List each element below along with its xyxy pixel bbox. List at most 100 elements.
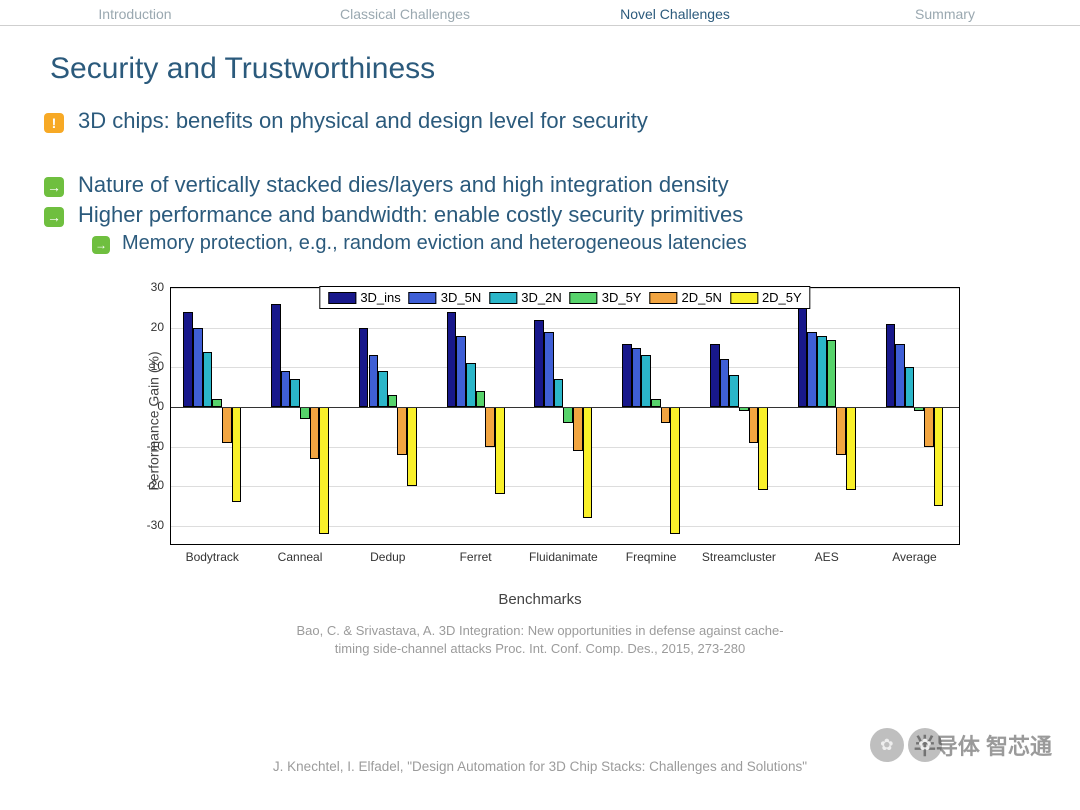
bullet-text: Nature of vertically stacked dies/layers…	[78, 172, 729, 198]
y-tick-label: 30	[134, 280, 164, 294]
bar	[281, 371, 291, 407]
legend-swatch	[570, 292, 598, 304]
arrow-icon	[44, 177, 64, 197]
legend-item: 3D_5Y	[570, 290, 642, 305]
bar	[817, 336, 827, 407]
bar	[388, 395, 398, 407]
bar	[622, 344, 632, 408]
bar	[212, 399, 222, 407]
bar	[495, 407, 505, 494]
bar	[447, 312, 457, 407]
chart-container: Performance Gain (%) 3D_ins3D_5N3D_2N3D_…	[100, 281, 980, 657]
x-tick-label: Average	[892, 550, 936, 564]
bar	[534, 320, 544, 407]
bar	[798, 308, 808, 407]
bar	[544, 332, 554, 407]
x-tick-label: Streamcluster	[702, 550, 776, 564]
bar	[290, 379, 300, 407]
y-tick-label: 0	[134, 399, 164, 413]
wechat-icon: ✿	[870, 728, 904, 762]
bar	[905, 367, 915, 407]
bullet-item: Nature of vertically stacked dies/layers…	[44, 172, 1036, 198]
bar	[319, 407, 329, 534]
bar	[827, 340, 837, 407]
bar	[554, 379, 564, 407]
chart-citation: Bao, C. & Srivastava, A. 3D Integration:…	[100, 622, 980, 657]
bar	[807, 332, 817, 407]
x-tick-label: Dedup	[370, 550, 405, 564]
bar	[232, 407, 242, 502]
bar	[670, 407, 680, 534]
bullet-item: Higher performance and bandwidth: enable…	[44, 202, 1036, 228]
legend-swatch	[730, 292, 758, 304]
plot-area: 3D_ins3D_5N3D_2N3D_5Y2D_5N2D_5Y Bodytrac…	[170, 287, 960, 545]
bullet-text: Memory protection, e.g., random eviction…	[122, 232, 747, 255]
nav-tab[interactable]: Novel Challenges	[540, 6, 810, 22]
bar	[563, 407, 573, 423]
legend-item: 2D_5N	[649, 290, 721, 305]
bar	[651, 399, 661, 407]
bar	[729, 375, 739, 407]
legend-label: 3D_2N	[521, 290, 561, 305]
legend-item: 3D_2N	[489, 290, 561, 305]
bar	[641, 355, 651, 407]
performance-chart: Performance Gain (%) 3D_ins3D_5N3D_2N3D_…	[110, 281, 970, 561]
bar	[583, 407, 593, 518]
arrow-icon	[92, 236, 110, 254]
x-tick-label: Bodytrack	[186, 550, 239, 564]
bar	[934, 407, 944, 506]
slide-body: Security and Trustworthiness 3D chips: b…	[0, 26, 1080, 657]
bar	[846, 407, 856, 490]
arrow-icon	[44, 207, 64, 227]
bar	[310, 407, 320, 459]
bar	[886, 324, 896, 407]
legend-label: 2D_5Y	[762, 290, 802, 305]
bar	[183, 312, 193, 407]
bar	[193, 328, 203, 407]
legend-label: 3D_5N	[441, 290, 481, 305]
bar	[661, 407, 671, 423]
y-tick-label: -10	[134, 439, 164, 453]
bar	[895, 344, 905, 408]
nav-tab[interactable]: Classical Challenges	[270, 6, 540, 22]
bar	[369, 355, 379, 407]
bar	[397, 407, 407, 455]
legend-swatch	[649, 292, 677, 304]
bullet-list: 3D chips: benefits on physical and desig…	[44, 108, 1036, 255]
citation-line: timing side-channel attacks Proc. Int. C…	[335, 641, 745, 656]
bar	[836, 407, 846, 455]
x-tick-label: AES	[815, 550, 839, 564]
legend-swatch	[409, 292, 437, 304]
wechat-icon: ✿	[908, 728, 942, 762]
x-tick-label: Freqmine	[626, 550, 677, 564]
bar	[359, 328, 369, 407]
bar	[632, 348, 642, 408]
y-tick-label: 10	[134, 359, 164, 373]
bullet-text: Higher performance and bandwidth: enable…	[78, 202, 743, 228]
chart-legend: 3D_ins 3D_5N 3D_2N 3D_5Y 2D_5N 2D_5Y	[319, 286, 810, 309]
bar	[466, 363, 476, 407]
legend-label: 3D_ins	[360, 290, 400, 305]
x-tick-label: Ferret	[460, 550, 492, 564]
bar	[749, 407, 759, 443]
legend-item: 2D_5Y	[730, 290, 802, 305]
bar	[573, 407, 583, 451]
citation-line: Bao, C. & Srivastava, A. 3D Integration:…	[296, 623, 783, 638]
bar	[476, 391, 486, 407]
bar	[203, 352, 213, 408]
bar	[720, 359, 730, 407]
bar	[710, 344, 720, 408]
legend-item: 3D_ins	[328, 290, 400, 305]
watermark: ✿ 半导体 智芯通 ✿	[870, 728, 1052, 762]
nav-tab[interactable]: Introduction	[0, 6, 270, 22]
bar	[222, 407, 232, 443]
bullet-text: 3D chips: benefits on physical and desig…	[78, 108, 648, 134]
legend-swatch	[489, 292, 517, 304]
bullet-item: 3D chips: benefits on physical and desig…	[44, 108, 1036, 134]
x-tick-label: Fluidanimate	[529, 550, 598, 564]
top-nav: IntroductionClassical ChallengesNovel Ch…	[0, 0, 1080, 26]
y-tick-label: -20	[134, 478, 164, 492]
bar	[271, 304, 281, 407]
bar	[924, 407, 934, 447]
nav-tab[interactable]: Summary	[810, 6, 1080, 22]
